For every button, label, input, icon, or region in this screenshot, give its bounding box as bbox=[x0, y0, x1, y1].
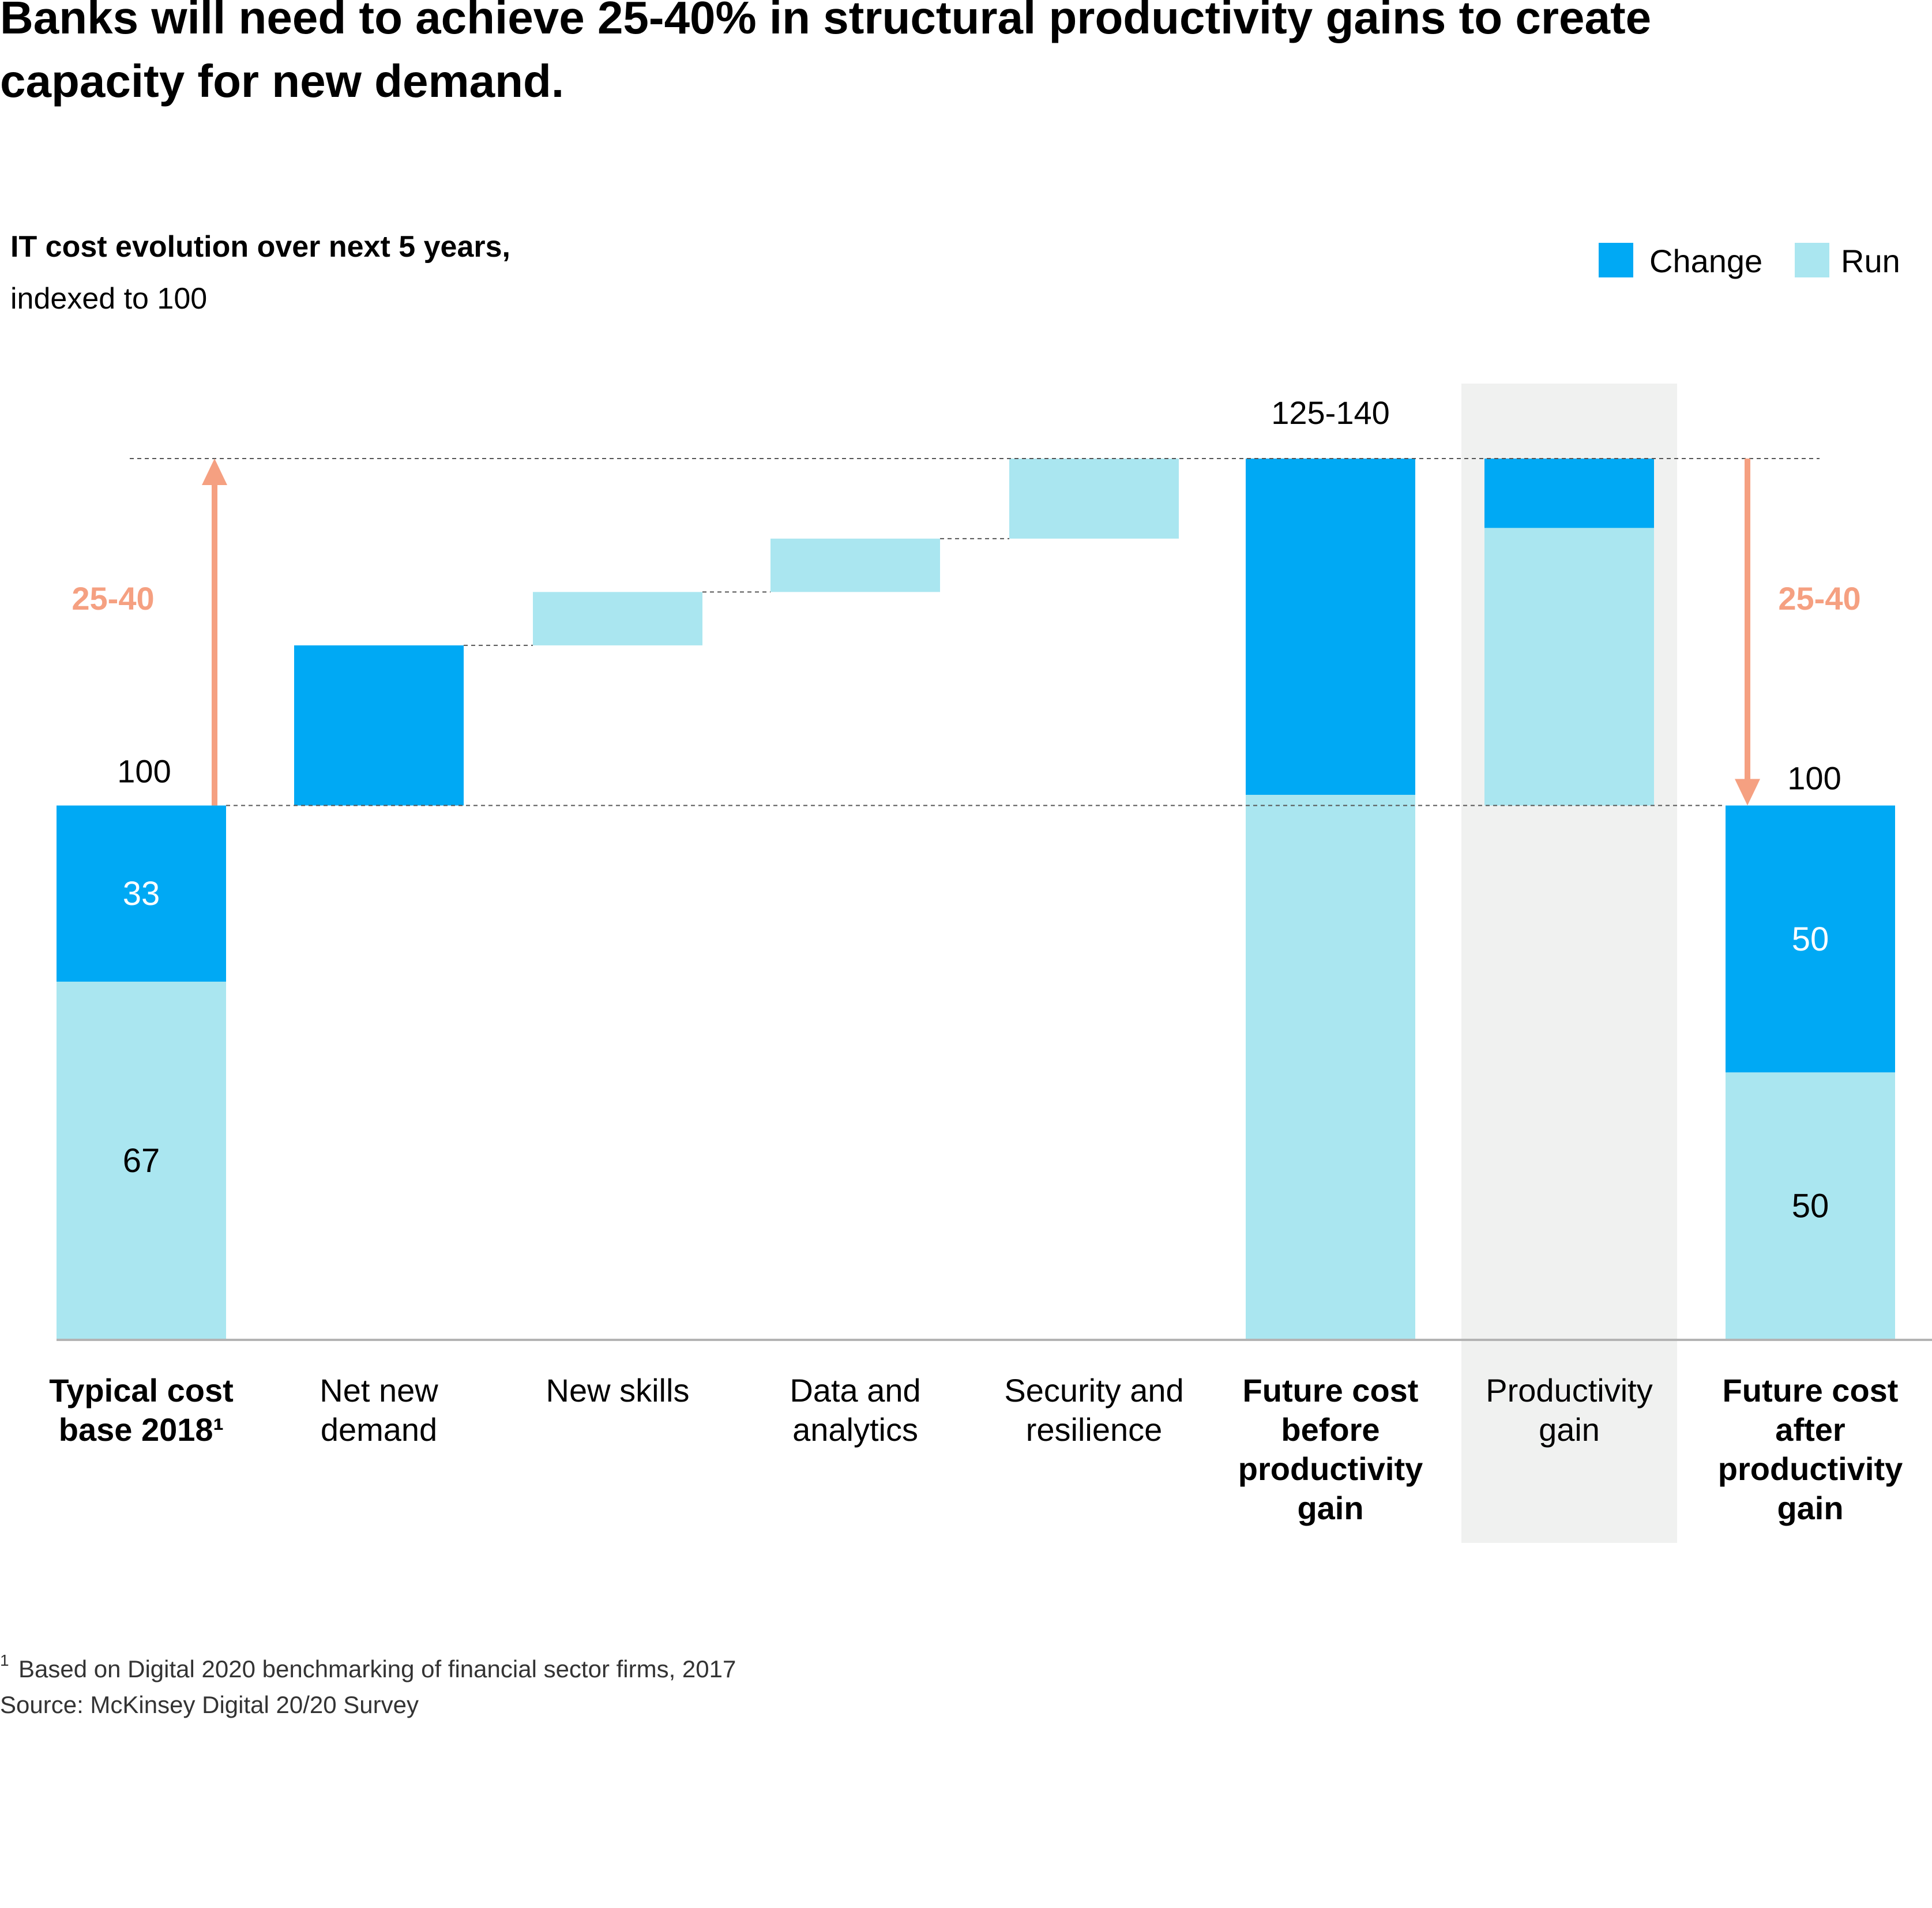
segment-label-0-run: 67 bbox=[123, 1142, 160, 1180]
bar-change-7 bbox=[1726, 805, 1895, 1073]
bar-change-1 bbox=[294, 645, 464, 806]
bar-run-4 bbox=[1009, 459, 1179, 539]
total-label-5: 125-140 bbox=[1271, 395, 1390, 431]
x-label-7-1: after bbox=[1775, 1411, 1845, 1448]
legend-swatch-change bbox=[1599, 243, 1633, 277]
x-label-0-0: Typical cost bbox=[49, 1372, 234, 1409]
chart-title-line-1: Banks will need to achieve 25-40% in str… bbox=[0, 0, 1651, 43]
legend: Change Run bbox=[1599, 243, 1900, 279]
chart-title-line-2: capacity for new demand. bbox=[0, 55, 564, 107]
labels-group: 67 33 50 50 100 125-140 100 bbox=[117, 395, 1841, 1225]
bar-run-6 bbox=[1484, 528, 1654, 806]
x-label-2-0: New skills bbox=[546, 1372, 690, 1409]
legend-label-change: Change bbox=[1649, 243, 1762, 279]
x-label-5-3: gain bbox=[1297, 1490, 1363, 1526]
bar-change-6 bbox=[1484, 459, 1654, 528]
x-label-6-0: Productivity bbox=[1486, 1372, 1652, 1409]
bar-run-2 bbox=[533, 592, 702, 645]
x-label-5-0: Future cost bbox=[1243, 1372, 1419, 1409]
x-label-7-0: Future cost bbox=[1723, 1372, 1899, 1409]
legend-swatch-run bbox=[1795, 243, 1829, 277]
x-label-7-3: gain bbox=[1777, 1490, 1843, 1526]
x-label-1-0: Net new bbox=[320, 1372, 438, 1409]
bars-group bbox=[57, 459, 1932, 1341]
bar-run-7 bbox=[1726, 1072, 1895, 1339]
segment-label-0-change: 33 bbox=[123, 875, 160, 912]
segment-label-7-run: 50 bbox=[1792, 1188, 1829, 1225]
footnotes: 1 Based on Digital 2020 benchmarking of … bbox=[0, 1651, 736, 1718]
connectors-group bbox=[130, 458, 1820, 806]
x-label-6-1: gain bbox=[1539, 1411, 1600, 1448]
arrow-up-head bbox=[202, 459, 227, 485]
footnote-text: Based on Digital 2020 benchmarking of fi… bbox=[18, 1655, 736, 1682]
x-label-0-1: base 2018¹ bbox=[59, 1411, 224, 1448]
chart-subtitle-regular: indexed to 100 bbox=[10, 282, 207, 316]
total-label-7: 100 bbox=[1787, 760, 1841, 797]
x-label-5-1: before bbox=[1281, 1411, 1380, 1448]
annotation-down: 25-40 bbox=[1778, 580, 1860, 617]
footnote-marker: 1 bbox=[0, 1651, 9, 1669]
annotation-up: 25-40 bbox=[72, 580, 154, 617]
bar-run-0 bbox=[57, 981, 226, 1339]
source-text: Source: McKinsey Digital 20/20 Survey bbox=[0, 1691, 419, 1718]
legend-label-run: Run bbox=[1841, 243, 1900, 279]
bar-change-5 bbox=[1246, 459, 1415, 795]
bar-run-5 bbox=[1246, 795, 1415, 1339]
x-label-3-1: analytics bbox=[792, 1411, 918, 1448]
chart-subtitle-bold: IT cost evolution over next 5 years, bbox=[10, 230, 510, 264]
x-label-1-1: demand bbox=[321, 1411, 437, 1448]
arrow-down-head bbox=[1735, 779, 1760, 806]
bar-change-0 bbox=[57, 805, 226, 982]
x-label-4-1: resilience bbox=[1026, 1411, 1163, 1448]
x-label-7-2: productivity bbox=[1718, 1451, 1903, 1487]
arrows-group: 25-40 25-40 bbox=[72, 459, 1861, 806]
x-label-5-2: productivity bbox=[1238, 1451, 1423, 1487]
total-label-0: 100 bbox=[117, 753, 171, 790]
bar-run-3 bbox=[770, 538, 940, 592]
x-label-3-0: Data and bbox=[790, 1372, 920, 1409]
x-label-4-0: Security and bbox=[1004, 1372, 1183, 1409]
segment-label-7-change: 50 bbox=[1792, 921, 1829, 958]
